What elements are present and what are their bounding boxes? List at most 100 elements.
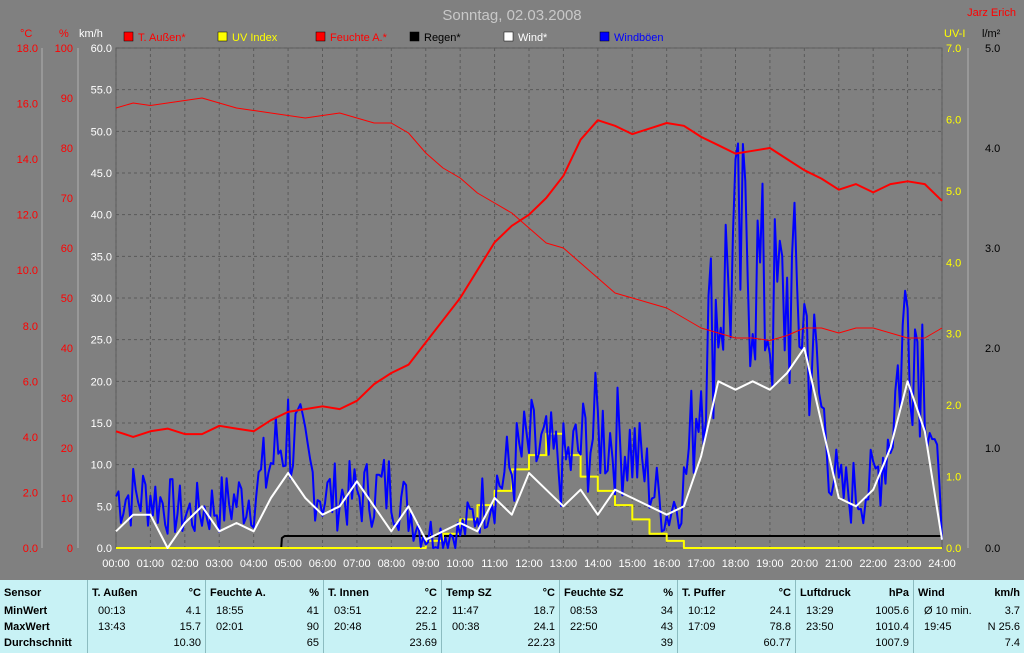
stats-cell-value: 39 bbox=[660, 637, 673, 649]
stats-row: 39 bbox=[560, 635, 677, 651]
x-tick-label: 15:00 bbox=[618, 558, 646, 570]
stats-table: Sensor MinWert MaxWert Durchschnitt T. Außen… bbox=[0, 580, 1024, 653]
series-uv-index-line bbox=[116, 432, 942, 549]
stats-header-name: T. Puffer bbox=[682, 587, 726, 599]
stats-row: 22:50 43 bbox=[560, 619, 677, 635]
stats-cell-value: 1007.9 bbox=[875, 637, 909, 649]
stats-header: Luftdruck hPa bbox=[796, 583, 913, 603]
x-tick-label: 03:00 bbox=[205, 558, 233, 570]
stats-cell-value: N 25.6 bbox=[987, 621, 1020, 633]
stats-column: Feuchte SZ% 08:53 34 22:50 43 39 bbox=[560, 580, 678, 653]
wind-tick-label: 60.0 bbox=[91, 43, 112, 55]
x-tick-label: 10:00 bbox=[446, 558, 474, 570]
stats-cell-value: 41 bbox=[306, 605, 319, 617]
stats-header: Sensor bbox=[0, 583, 87, 603]
wind-tick-label: 0.0 bbox=[97, 543, 112, 555]
uv-tick-label: 5.0 bbox=[946, 186, 961, 198]
stats-column: T. Innen °C 03:51 22.2 20:48 25.1 23.69 bbox=[324, 580, 442, 653]
stats-row: 00:38 24.1 bbox=[442, 619, 559, 635]
humidity-tick-label: 40 bbox=[61, 343, 73, 355]
stats-cell-value: 65 bbox=[306, 637, 319, 649]
wind-tick-label: 20.0 bbox=[91, 376, 112, 388]
rain-axis-label: l/m² bbox=[982, 28, 1001, 40]
stats-cell-time: Durchschnitt bbox=[4, 637, 72, 649]
stats-row: 20:48 25.1 bbox=[324, 619, 441, 635]
temp-axis-label: °C bbox=[20, 28, 32, 40]
stats-cell-value: 78.8 bbox=[769, 621, 791, 633]
stats-cell-value: 43 bbox=[660, 621, 673, 633]
temp-tick-label: 10.0 bbox=[17, 265, 38, 277]
stats-cell-time: 22:50 bbox=[570, 621, 598, 633]
stats-row: 10.30 bbox=[88, 635, 205, 651]
stats-cell-time: 19:45 bbox=[924, 621, 952, 633]
temp-tick-label: 0.0 bbox=[23, 543, 38, 555]
humidity-tick-label: 70 bbox=[61, 193, 73, 205]
wind-tick-label: 10.0 bbox=[91, 460, 112, 472]
legend-swatch bbox=[315, 31, 326, 42]
x-tick-label: 17:00 bbox=[687, 558, 715, 570]
stats-cell-time: 23:50 bbox=[806, 621, 834, 633]
stats-cell-time: MinWert bbox=[4, 605, 48, 617]
stats-header-unit: % bbox=[309, 587, 319, 599]
x-tick-label: 22:00 bbox=[859, 558, 887, 570]
x-tick-label: 00:00 bbox=[102, 558, 130, 570]
stats-header-unit: °C bbox=[778, 587, 791, 599]
stats-row: 03:51 22.2 bbox=[324, 603, 441, 619]
temp-tick-label: 2.0 bbox=[23, 487, 38, 499]
stats-header-name: T. Außen bbox=[92, 587, 138, 599]
stats-cell-value: 23.69 bbox=[409, 637, 437, 649]
stats-header: T. Puffer °C bbox=[678, 583, 795, 603]
stats-header-name: Feuchte SZ bbox=[564, 587, 624, 599]
stats-cell-time: 20:48 bbox=[334, 621, 362, 633]
temp-tick-label: 4.0 bbox=[23, 432, 38, 444]
humidity-tick-label: 30 bbox=[61, 393, 73, 405]
uv-tick-label: 7.0 bbox=[946, 43, 961, 55]
stats-row: 23:50 1010.4 bbox=[796, 619, 913, 635]
stats-column: Wind km/h Ø 10 min. 3.7 19:45 N 25.6 7.4 bbox=[914, 580, 1024, 653]
rain-tick-label: 0.0 bbox=[985, 543, 1000, 555]
rain-tick-label: 4.0 bbox=[985, 143, 1000, 155]
weather-chart: 0.0 2.0 4.0 6.0 8.0 10.0 12.0 14.0 16.0 18.0 0 10 20… bbox=[17, 7, 1016, 570]
stats-cell-time: 18:55 bbox=[216, 605, 244, 617]
x-tick-label: 21:00 bbox=[825, 558, 853, 570]
stats-column: Luftdruck hPa 13:29 1005.6 23:50 1010.4 1007.9 bbox=[796, 580, 914, 653]
legend-swatch bbox=[217, 31, 228, 42]
stats-cell-value: 1010.4 bbox=[875, 621, 909, 633]
legend-label: Feuchte A.* bbox=[330, 32, 388, 44]
stats-row: 10:12 24.1 bbox=[678, 603, 795, 619]
stats-cell-value: 34 bbox=[660, 605, 673, 617]
wind-tick-label: 5.0 bbox=[97, 501, 112, 513]
rain-tick-label: 5.0 bbox=[985, 43, 1000, 55]
legend-swatch bbox=[503, 31, 514, 42]
humidity-tick-label: 0 bbox=[67, 543, 73, 555]
stats-row: 22.23 bbox=[442, 635, 559, 651]
stats-header: Wind km/h bbox=[914, 583, 1024, 603]
chart-author: Jarz Erich bbox=[967, 7, 1016, 19]
x-tick-label: 19:00 bbox=[756, 558, 784, 570]
stats-row: 1007.9 bbox=[796, 635, 913, 651]
stats-header-name: Wind bbox=[918, 587, 945, 599]
legend-label: Regen* bbox=[424, 32, 461, 44]
stats-row: 19:45 N 25.6 bbox=[914, 619, 1024, 635]
stats-cell-value: 4.1 bbox=[185, 605, 201, 617]
stats-header-name: T. Innen bbox=[328, 587, 369, 599]
humidity-tick-label: 10 bbox=[61, 493, 73, 505]
temp-tick-label: 16.0 bbox=[17, 99, 38, 111]
uv-tick-label: 4.0 bbox=[946, 257, 961, 269]
stats-cell-time: 13:43 bbox=[98, 621, 126, 633]
stats-row: Durchschnitt bbox=[0, 635, 87, 651]
x-tick-label: 05:00 bbox=[274, 558, 302, 570]
uv-tick-label: 0.0 bbox=[946, 543, 961, 555]
legend-label: Wind* bbox=[518, 32, 548, 44]
x-tick-label: 08:00 bbox=[378, 558, 406, 570]
wind-tick-label: 45.0 bbox=[91, 168, 112, 180]
legend-swatch bbox=[123, 31, 134, 42]
stats-cell-time: 02:01 bbox=[216, 621, 244, 633]
x-tick-label: 09:00 bbox=[412, 558, 440, 570]
x-tick-label: 16:00 bbox=[653, 558, 681, 570]
uv-tick-label: 1.0 bbox=[946, 472, 961, 484]
wind-tick-label: 55.0 bbox=[91, 85, 112, 97]
humidity-tick-label: 80 bbox=[61, 143, 73, 155]
stats-cell-time: 00:13 bbox=[98, 605, 126, 617]
stats-cell-value: 22.2 bbox=[415, 605, 437, 617]
